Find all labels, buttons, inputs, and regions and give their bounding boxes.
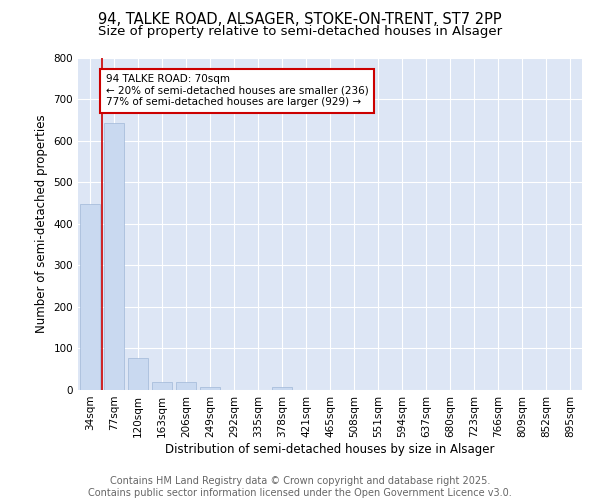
- Text: Size of property relative to semi-detached houses in Alsager: Size of property relative to semi-detach…: [98, 25, 502, 38]
- Bar: [272, 386, 292, 390]
- Y-axis label: Number of semi-detached properties: Number of semi-detached properties: [35, 114, 48, 333]
- Bar: [128, 358, 148, 390]
- Bar: [80, 204, 100, 390]
- X-axis label: Distribution of semi-detached houses by size in Alsager: Distribution of semi-detached houses by …: [165, 442, 495, 456]
- Bar: [152, 382, 172, 390]
- Text: 94, TALKE ROAD, ALSAGER, STOKE-ON-TRENT, ST7 2PP: 94, TALKE ROAD, ALSAGER, STOKE-ON-TRENT,…: [98, 12, 502, 28]
- Bar: [200, 386, 220, 390]
- Text: 94 TALKE ROAD: 70sqm
← 20% of semi-detached houses are smaller (236)
77% of semi: 94 TALKE ROAD: 70sqm ← 20% of semi-detac…: [106, 74, 368, 108]
- Text: Contains HM Land Registry data © Crown copyright and database right 2025.
Contai: Contains HM Land Registry data © Crown c…: [88, 476, 512, 498]
- Bar: [176, 382, 196, 390]
- Bar: [104, 123, 124, 390]
